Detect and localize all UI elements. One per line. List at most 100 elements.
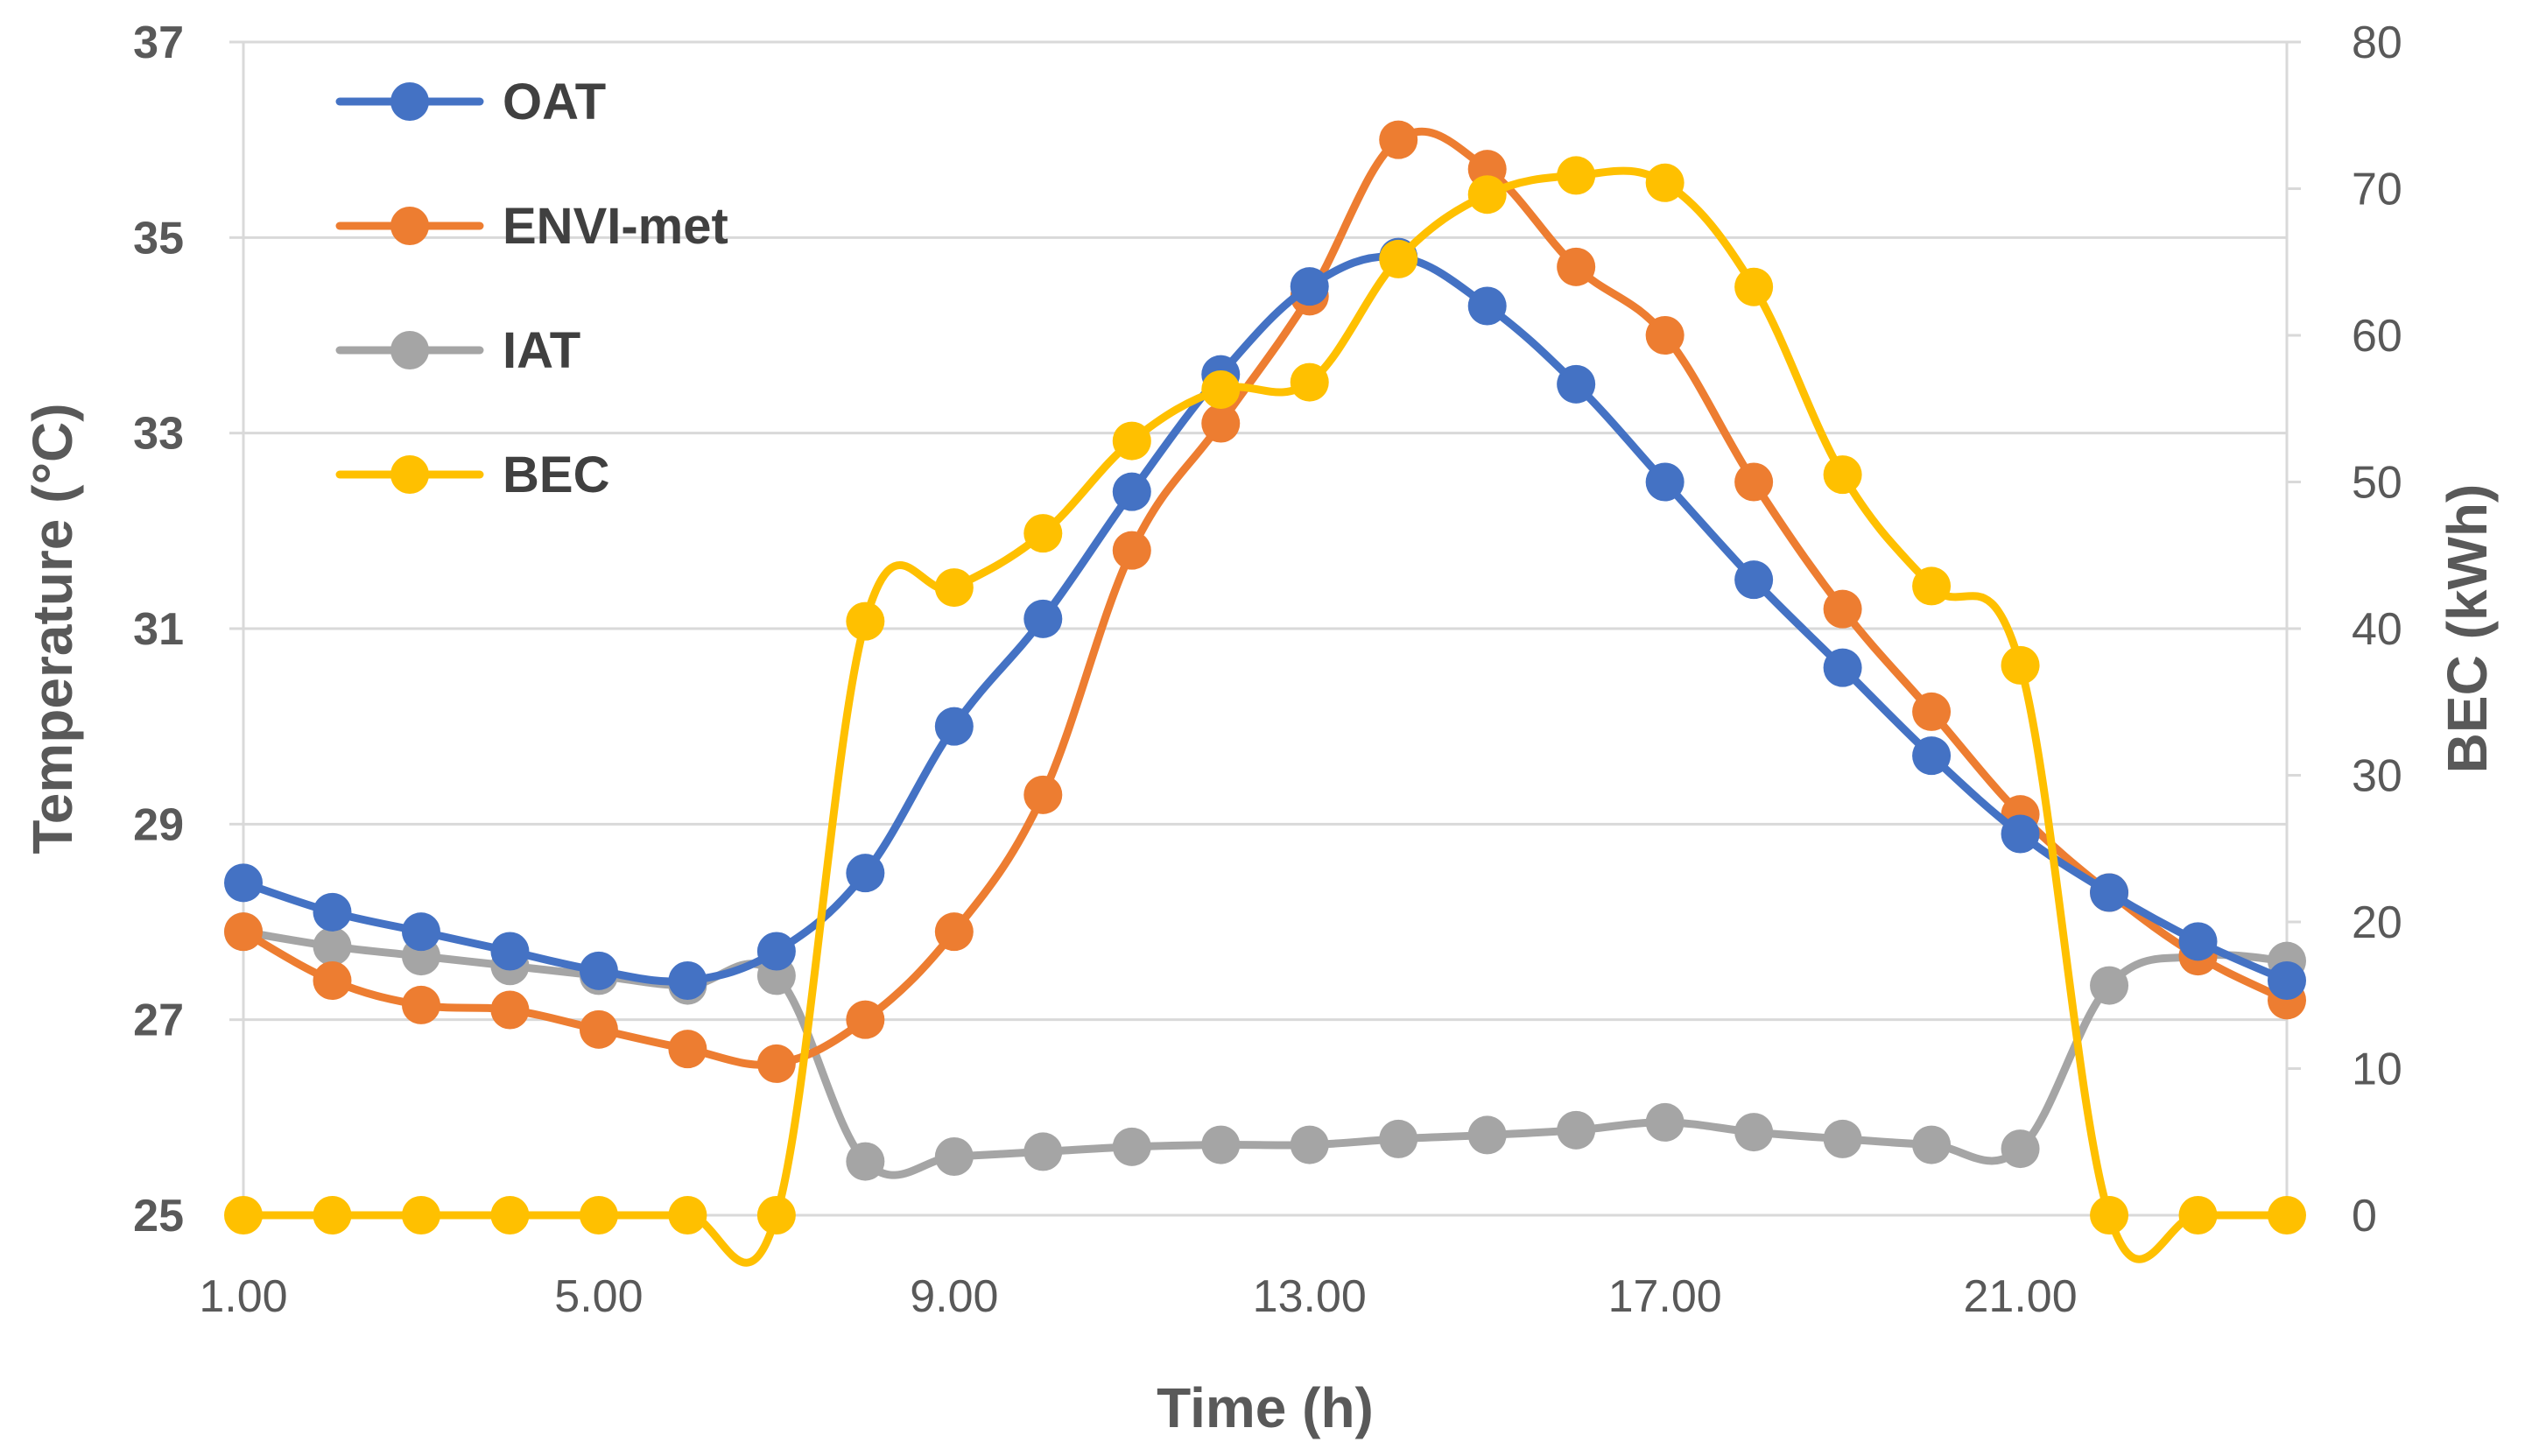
data-point-envi-met	[1112, 531, 1151, 570]
data-point-bec	[224, 1196, 263, 1234]
data-point-bec	[1379, 239, 1418, 278]
data-point-iat	[1112, 1127, 1151, 1166]
data-point-envi-met	[1379, 120, 1418, 159]
data-point-iat	[1734, 1113, 1774, 1152]
data-point-bec	[846, 601, 885, 641]
data-point-envi-met	[579, 1009, 618, 1049]
data-point-iat	[1912, 1125, 1952, 1164]
data-point-iat	[1645, 1102, 1684, 1142]
y-tick-label-left: 35	[133, 213, 184, 264]
x-tick-label: 21.00	[1963, 1271, 2077, 1322]
y-axis-title-right: BEC (kWh)	[2436, 484, 2499, 774]
data-point-oat	[579, 951, 618, 990]
legend-item-iat: IAT	[335, 322, 580, 379]
y-tick-label-left: 27	[133, 995, 184, 1046]
data-point-bec	[2178, 1196, 2218, 1234]
data-point-bec	[579, 1196, 618, 1234]
data-point-oat	[1912, 736, 1952, 776]
data-point-envi-met	[224, 912, 263, 952]
x-tick-label: 5.00	[554, 1271, 643, 1322]
y-tick-label-right: 40	[2352, 604, 2402, 655]
data-point-bec	[2090, 1196, 2129, 1234]
data-point-iat	[846, 1142, 885, 1181]
data-point-oat	[934, 707, 974, 746]
data-point-iat	[1467, 1115, 1507, 1155]
tick-labels: 25 27 29 31 33 35 37 0 10 20 30 40 50 60 70 80 1.00 5.00 9…	[133, 18, 2402, 1322]
data-point-envi-met	[1023, 775, 1063, 814]
data-point-envi-met	[313, 961, 352, 1000]
data-point-envi-met	[1201, 404, 1241, 443]
data-point-iat	[1201, 1125, 1241, 1164]
y-tick-label-right: 10	[2352, 1045, 2402, 1095]
data-point-bec	[1467, 175, 1507, 215]
data-point-oat	[1467, 286, 1507, 326]
data-point-oat	[224, 863, 263, 903]
legend-label: BEC	[503, 447, 609, 503]
legend-label: IAT	[503, 322, 580, 379]
y-tick-label-left: 29	[133, 799, 184, 850]
data-point-oat	[1290, 267, 1329, 306]
legend-label: OAT	[503, 74, 606, 130]
y-tick-label-right: 60	[2352, 311, 2402, 362]
data-point-bec	[668, 1196, 707, 1234]
data-point-oat	[2090, 873, 2129, 912]
legend-marker	[390, 207, 429, 245]
x-tick-label: 1.00	[199, 1271, 287, 1322]
data-point-envi-met	[490, 990, 530, 1030]
data-point-bec	[934, 568, 974, 608]
data-point-bec	[313, 1196, 352, 1234]
y-tick-label-right: 30	[2352, 751, 2402, 802]
data-point-oat	[401, 912, 440, 952]
series-iat-group	[224, 912, 2306, 1181]
data-point-bec	[1290, 362, 1329, 402]
gridlines	[243, 40, 2287, 1022]
data-point-envi-met	[1645, 316, 1684, 355]
legend-marker	[390, 331, 429, 369]
data-point-bec	[1023, 514, 1063, 553]
series-group	[224, 120, 2306, 1267]
data-point-oat	[1112, 472, 1151, 511]
y-tick-label-right: 20	[2352, 897, 2402, 948]
data-point-bec	[1912, 566, 1952, 606]
data-point-envi-met	[1557, 247, 1596, 286]
data-point-iat	[1023, 1132, 1063, 1171]
x-axis-title: Time (h)	[1157, 1376, 1374, 1439]
data-point-oat	[756, 932, 796, 971]
data-point-iat	[934, 1137, 974, 1176]
data-point-envi-met	[1912, 692, 1952, 731]
data-point-bec	[2001, 645, 2040, 685]
data-point-oat	[1557, 364, 1596, 404]
data-point-oat	[846, 854, 885, 893]
legend-marker	[390, 82, 429, 121]
y-tick-label-left: 31	[133, 604, 184, 655]
data-point-bec	[490, 1196, 530, 1234]
data-point-envi-met	[668, 1030, 707, 1069]
legend-item-bec: BEC	[335, 447, 609, 503]
series-bec-group	[224, 156, 2306, 1267]
data-point-oat	[2268, 961, 2306, 1000]
data-point-iat	[1379, 1119, 1418, 1158]
data-point-iat	[1557, 1110, 1596, 1150]
legend-label: ENVI-met	[503, 198, 728, 255]
x-tick-label: 17.00	[1608, 1271, 1722, 1322]
data-point-oat	[2178, 922, 2218, 961]
data-point-bec	[2268, 1196, 2306, 1234]
data-point-iat	[1290, 1125, 1329, 1164]
data-point-oat	[1023, 599, 1063, 638]
data-point-bec	[1645, 163, 1684, 202]
y-tick-label-right: 70	[2352, 165, 2402, 215]
data-point-oat	[313, 892, 352, 932]
data-point-oat	[490, 932, 530, 971]
data-point-iat	[313, 926, 352, 966]
data-point-oat	[2001, 814, 2040, 854]
data-point-bec	[756, 1196, 796, 1234]
data-point-iat	[2090, 966, 2129, 1005]
data-point-iat	[1823, 1119, 1862, 1158]
data-point-envi-met	[934, 912, 974, 952]
data-point-iat	[2001, 1129, 2040, 1169]
data-point-oat	[1823, 648, 1862, 687]
y-tick-label-left: 37	[133, 18, 184, 68]
legend-item-oat: OAT	[335, 74, 606, 130]
